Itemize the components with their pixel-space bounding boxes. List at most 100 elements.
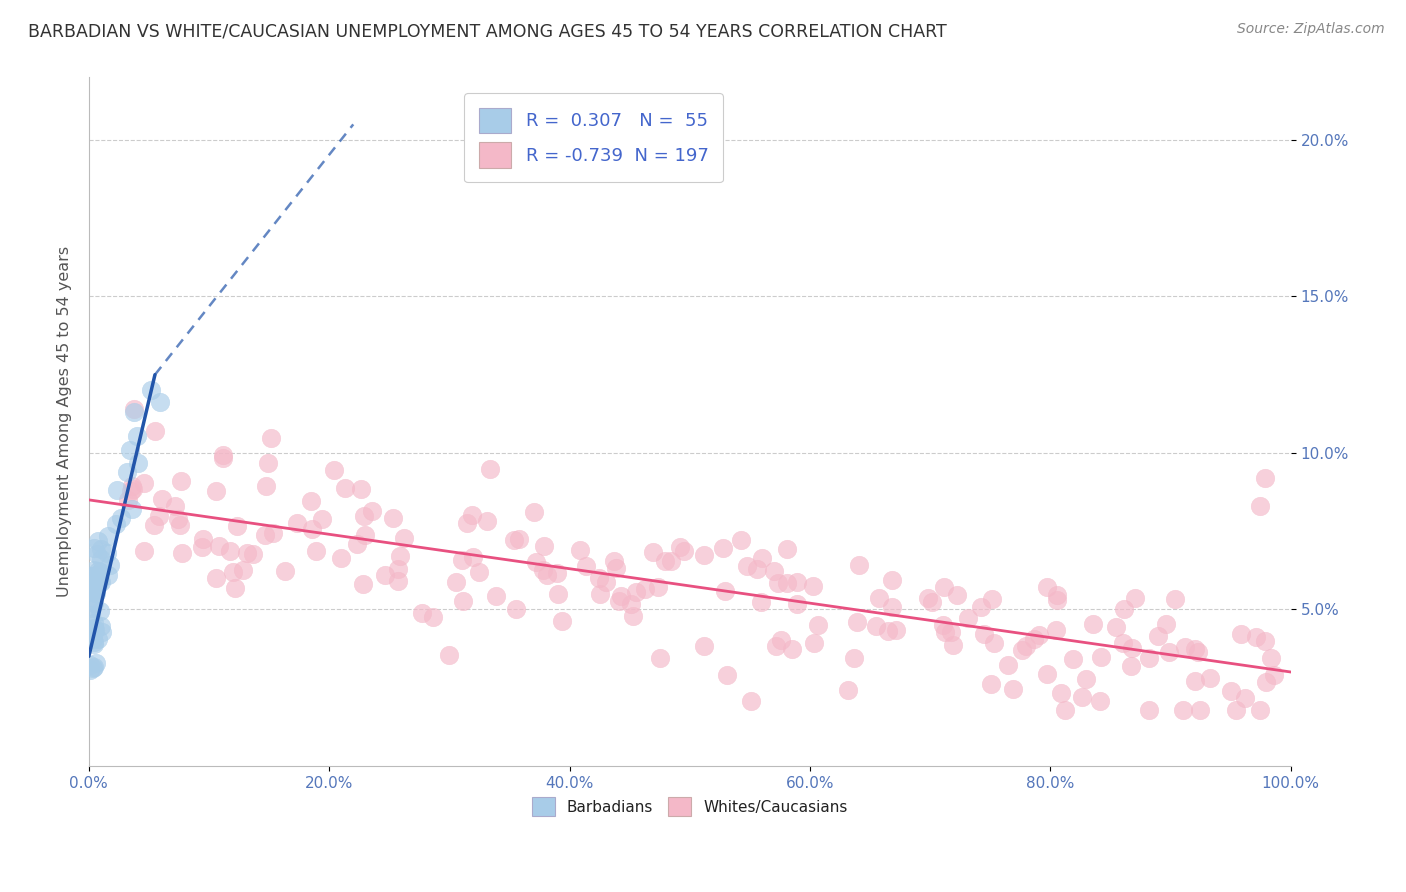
Point — [508, 532, 530, 546]
Point — [120, 484, 142, 499]
Point — [163, 499, 186, 513]
Point — [79, 577, 101, 591]
Point — [79, 657, 101, 672]
Point — [353, 508, 375, 523]
Point — [1050, 686, 1073, 700]
Point — [208, 540, 231, 554]
Point — [714, 584, 737, 599]
Point — [868, 591, 890, 605]
Point — [211, 448, 233, 462]
Point — [882, 600, 904, 615]
Point — [621, 608, 644, 623]
Point — [917, 591, 939, 606]
Point — [444, 575, 467, 590]
Point — [143, 424, 166, 438]
Point — [1263, 668, 1285, 682]
Point — [1184, 641, 1206, 656]
Point — [1028, 628, 1050, 642]
Point — [1187, 645, 1209, 659]
Point — [387, 562, 409, 576]
Point — [1062, 652, 1084, 666]
Point — [589, 587, 612, 601]
Point — [997, 658, 1019, 673]
Point — [605, 561, 627, 575]
Point — [1225, 702, 1247, 716]
Point — [1159, 645, 1181, 659]
Point — [262, 526, 284, 541]
Point — [505, 601, 527, 615]
Point — [84, 578, 107, 592]
Point — [803, 636, 825, 650]
Point — [575, 559, 598, 574]
Point — [1246, 630, 1268, 644]
Point — [170, 545, 193, 559]
Point — [634, 582, 657, 597]
Point — [1070, 690, 1092, 704]
Point — [1074, 672, 1097, 686]
Point — [766, 576, 789, 591]
Point — [352, 577, 374, 591]
Point — [121, 501, 143, 516]
Point — [973, 627, 995, 641]
Point — [1119, 658, 1142, 673]
Point — [149, 395, 172, 409]
Point — [1112, 636, 1135, 650]
Point — [595, 574, 617, 589]
Point — [335, 481, 357, 495]
Point — [626, 585, 648, 599]
Point — [122, 482, 145, 496]
Point — [82, 584, 104, 599]
Point — [1171, 702, 1194, 716]
Point — [387, 574, 409, 588]
Point — [254, 478, 277, 492]
Point — [502, 533, 524, 547]
Point — [1105, 620, 1128, 634]
Point — [844, 650, 866, 665]
Point — [80, 607, 103, 622]
Point — [693, 640, 716, 654]
Point — [301, 522, 323, 536]
Point — [865, 619, 887, 633]
Point — [82, 632, 104, 647]
Point — [730, 533, 752, 548]
Point — [451, 594, 474, 608]
Point — [1254, 633, 1277, 648]
Point — [205, 571, 228, 585]
Point — [90, 618, 112, 632]
Point — [221, 565, 243, 579]
Point — [884, 624, 907, 638]
Point — [607, 594, 630, 608]
Point — [219, 543, 242, 558]
Point — [148, 508, 170, 523]
Point — [1121, 641, 1143, 656]
Point — [568, 542, 591, 557]
Point — [1035, 580, 1057, 594]
Point — [374, 568, 396, 582]
Point — [934, 580, 956, 594]
Point — [382, 510, 405, 524]
Point — [845, 615, 868, 629]
Point — [461, 508, 484, 522]
Point — [641, 545, 664, 559]
Point — [762, 564, 785, 578]
Point — [1045, 623, 1067, 637]
Point — [479, 462, 502, 476]
Point — [467, 566, 489, 580]
Point — [82, 623, 104, 637]
Point — [422, 610, 444, 624]
Point — [89, 566, 111, 580]
Point — [360, 504, 382, 518]
Point — [648, 651, 671, 665]
Y-axis label: Unemployment Among Ages 45 to 54 years: Unemployment Among Ages 45 to 54 years — [58, 246, 72, 598]
Point — [1254, 471, 1277, 485]
Point — [191, 532, 214, 546]
Point — [329, 550, 352, 565]
Point — [588, 571, 610, 585]
Point — [87, 533, 110, 548]
Point — [647, 580, 669, 594]
Point — [547, 587, 569, 601]
Point — [98, 558, 121, 573]
Point — [169, 518, 191, 533]
Point — [745, 562, 768, 576]
Point — [127, 429, 149, 443]
